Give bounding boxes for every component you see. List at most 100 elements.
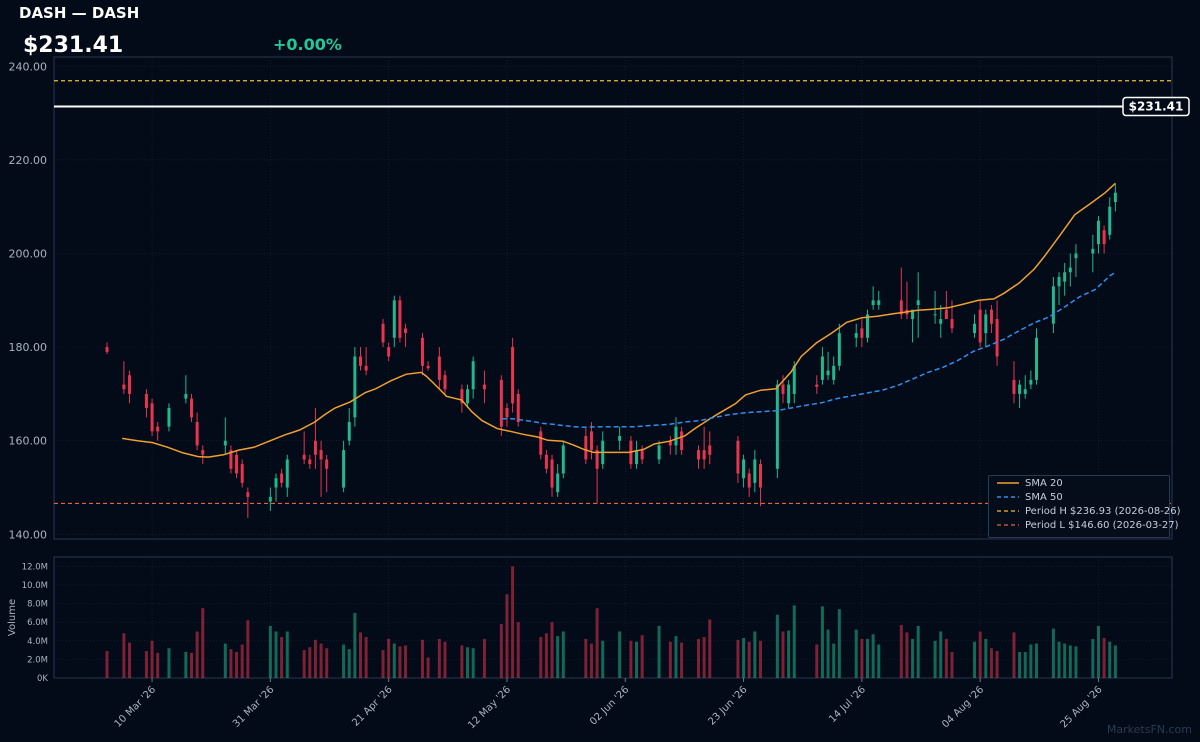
volume-bar — [877, 644, 881, 678]
volume-bar — [460, 645, 464, 678]
legend-item-sma50: SMA 50 — [997, 491, 1063, 505]
candle-body — [1108, 206, 1112, 235]
legend-item-period-low: Period L $146.60 (2026-03-27) — [997, 519, 1179, 533]
volume-bar — [280, 637, 284, 678]
volume-axis-label: Volume — [7, 599, 18, 636]
price-tick-label: 180.00 — [9, 341, 48, 354]
volume-bar — [905, 632, 909, 678]
volume-bar — [420, 639, 424, 678]
volume-bar — [325, 648, 329, 678]
volume-bar — [128, 642, 132, 678]
candle-body — [302, 454, 306, 460]
chart-legend: SMA 20 SMA 50 Period H $236.93 (2026-08-… — [988, 475, 1181, 538]
volume-bar — [556, 636, 560, 678]
candle-body — [618, 436, 622, 441]
candle-body — [544, 454, 548, 469]
candle-body — [1113, 192, 1117, 203]
date-tick-label: 25 Aug '26 — [1059, 684, 1105, 730]
volume-bar — [1108, 641, 1112, 678]
volume-bar — [1057, 641, 1061, 678]
watermark: MarketsFN.com — [1106, 723, 1192, 736]
candle-body — [353, 356, 357, 418]
volume-tick-label: 0K — [37, 674, 48, 684]
candle-body — [156, 426, 160, 432]
volume-bar — [268, 625, 272, 678]
candle-body — [775, 384, 779, 469]
date-tick-label: 02 Jun '26 — [588, 684, 631, 727]
candle-body — [190, 398, 193, 418]
candle-body — [420, 337, 424, 366]
candle-body — [313, 440, 317, 455]
candle-body — [364, 365, 368, 371]
candle-body — [511, 347, 515, 404]
volume-bar — [916, 625, 920, 678]
price-tick-label: 240.00 — [9, 60, 48, 73]
volume-bar — [1074, 646, 1078, 678]
volume-bar — [899, 624, 903, 678]
candle-body — [122, 384, 126, 390]
volume-tick-label: 2.0M — [27, 655, 48, 665]
volume-bar — [1113, 645, 1117, 678]
candle-body — [697, 450, 700, 460]
last-price: $231.41 — [23, 33, 124, 58]
candle-body — [229, 450, 233, 469]
candle-body — [595, 450, 599, 469]
volume-panel — [53, 556, 1173, 679]
date-tick-label: 23 Jun '26 — [706, 684, 749, 727]
price-panel — [53, 56, 1173, 540]
volume-bar — [989, 648, 993, 678]
candle-body — [342, 450, 346, 488]
volume-bar — [1063, 643, 1067, 678]
candle-body — [443, 375, 447, 390]
candle-body — [280, 473, 284, 483]
volume-bar — [195, 631, 199, 678]
candle-body — [973, 323, 977, 334]
candle-body — [747, 473, 751, 488]
volume-bar — [826, 629, 830, 678]
volume-tick-label: 10.0M — [22, 581, 48, 591]
volume-bar — [426, 657, 430, 678]
candle-body — [916, 300, 920, 306]
volume-bar — [753, 631, 757, 678]
volume-bar — [657, 625, 661, 678]
volume-bar — [944, 638, 948, 678]
volume-bar — [144, 651, 148, 678]
candle-body — [832, 365, 836, 380]
candle-body — [1057, 276, 1061, 287]
volume-bar — [246, 620, 250, 678]
volume-bar — [629, 640, 633, 678]
candle-body — [866, 314, 869, 338]
legend-item-sma20: SMA 20 — [997, 477, 1063, 491]
price-tick-label: 220.00 — [9, 154, 48, 167]
candle-body — [668, 440, 672, 446]
volume-bar — [285, 631, 289, 678]
candle-body — [1018, 384, 1022, 394]
candle-body — [877, 300, 881, 306]
candle-body — [753, 459, 757, 483]
candle-body — [235, 454, 239, 474]
candle-body — [319, 450, 323, 460]
candle-body — [674, 426, 678, 446]
volume-bar — [240, 644, 244, 678]
volume-bar — [589, 643, 593, 678]
volume-bar — [635, 641, 639, 678]
last-price-tag — [1122, 96, 1190, 117]
candle-body — [1096, 220, 1100, 245]
volume-bar — [815, 644, 819, 678]
volume-tick-label: 8.0M — [27, 600, 48, 610]
candle-body — [950, 319, 954, 329]
volume-tick-label: 6.0M — [27, 618, 48, 628]
volume-bar — [939, 631, 943, 678]
candle-body — [1012, 379, 1016, 394]
candle-body — [466, 389, 470, 404]
volume-bar — [398, 646, 402, 678]
candle-body — [387, 347, 391, 357]
volume-bar — [758, 640, 762, 678]
candle-body — [657, 445, 661, 460]
candle-body — [471, 361, 475, 390]
candle-body — [308, 459, 312, 465]
volume-bar — [973, 641, 977, 678]
candle-body — [680, 431, 684, 451]
date-tick-label: 31 Mar '26 — [231, 684, 277, 730]
